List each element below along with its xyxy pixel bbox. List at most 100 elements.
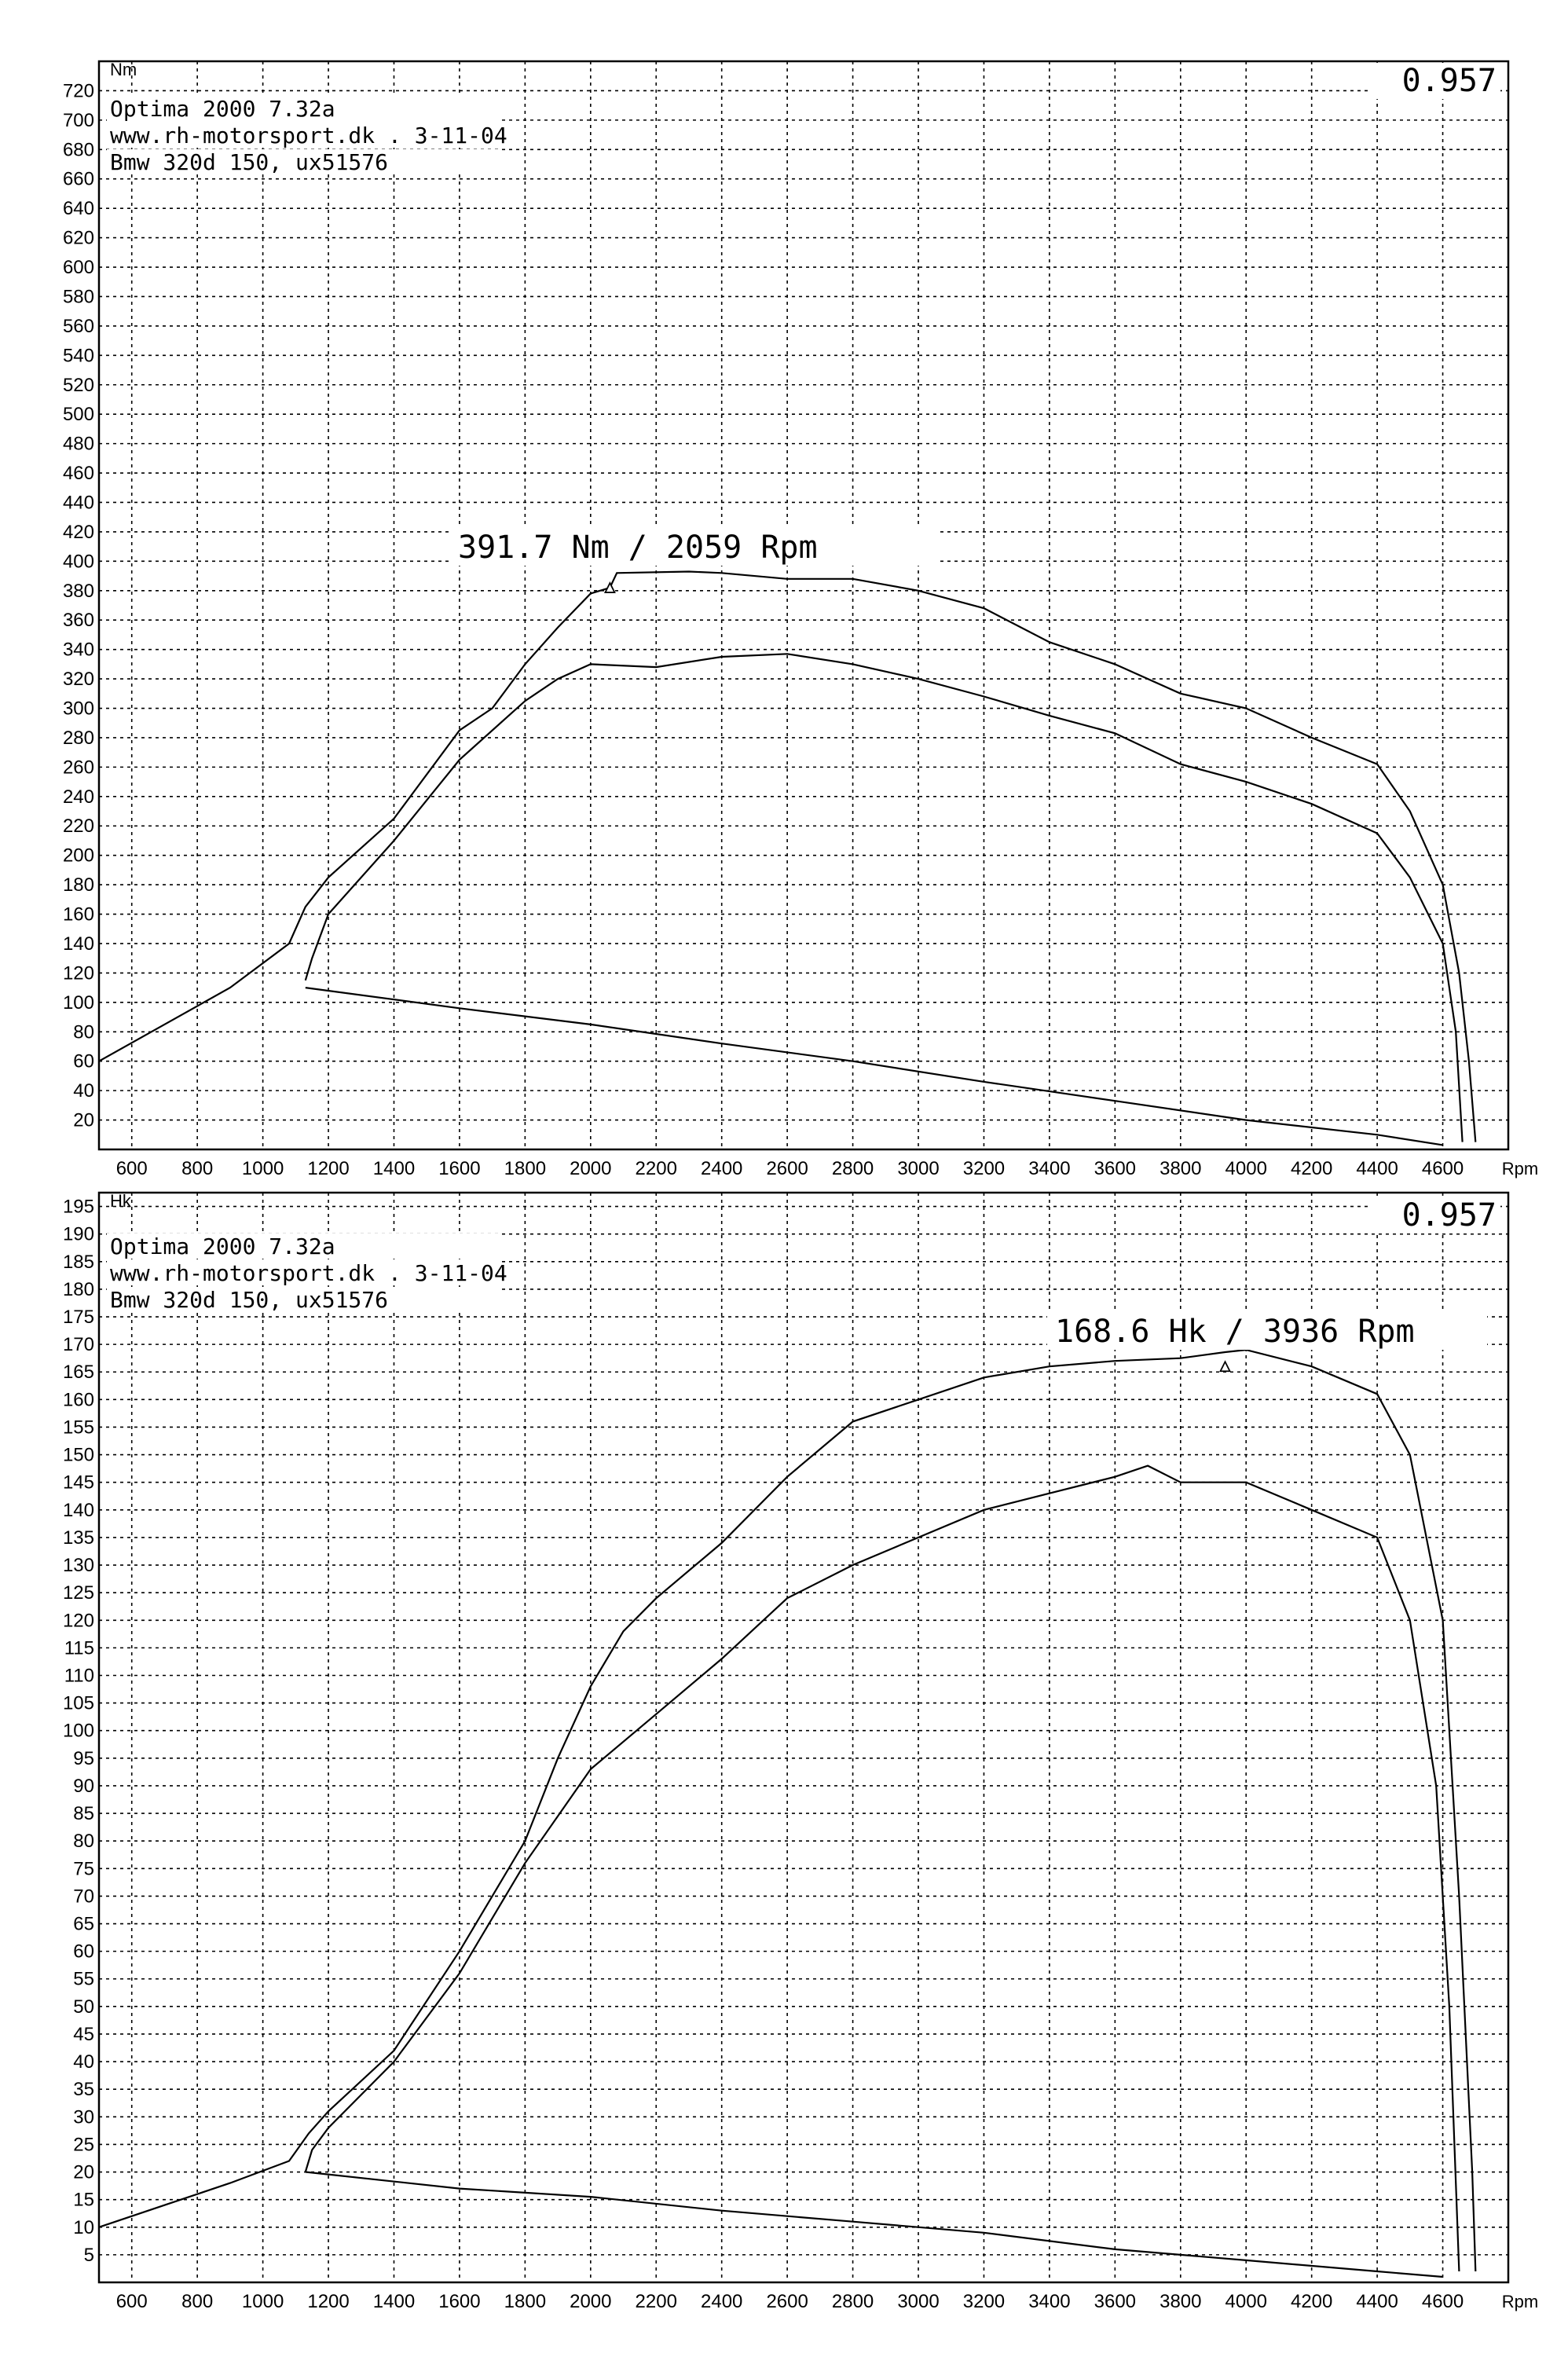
- peak-label-background: [1047, 1312, 1487, 1350]
- x-tick-label: 2000: [570, 2291, 611, 2312]
- y-tick-label: 640: [63, 198, 94, 219]
- y-tick-label: 200: [63, 845, 94, 867]
- info-line: Optima 2000 7.32a: [110, 96, 335, 122]
- x-tick-label: 600: [116, 2291, 148, 2312]
- y-tick-label: 460: [63, 463, 94, 484]
- y-tick-label: 180: [63, 874, 94, 896]
- x-tick-label: 4600: [1422, 2291, 1464, 2312]
- y-tick-label: 55: [73, 1969, 94, 1990]
- grid: [99, 1193, 1508, 2282]
- x-tick-label: 3800: [1160, 2291, 1201, 2312]
- x-tick-label: 2400: [701, 1158, 742, 1179]
- series-line-1: [98, 1348, 1477, 2272]
- series-line-3: [305, 987, 1443, 1146]
- info-line: www.rh-motorsport.dk . 3-11-04: [110, 1260, 507, 1286]
- y-tick-label: 20: [73, 2162, 94, 2183]
- x-tick-label: 2600: [766, 2291, 808, 2312]
- y-tick-label: 280: [63, 728, 94, 749]
- x-tick-label: 4600: [1422, 1158, 1464, 1179]
- info-line: Optima 2000 7.32a: [110, 1233, 335, 1259]
- series-line-3: [305, 2171, 1443, 2278]
- y-tick-label: 60: [73, 1051, 94, 1072]
- y-tick-label: 440: [63, 492, 94, 513]
- y-tick-label: 105: [63, 1693, 94, 1714]
- y-tick-label: 145: [63, 1472, 94, 1494]
- y-tick-label: 35: [73, 2079, 94, 2100]
- y-tick-label: 680: [63, 139, 94, 160]
- info-background: [107, 123, 500, 148]
- x-tick-label: 4200: [1291, 1158, 1332, 1179]
- y-tick-label: 600: [63, 257, 94, 278]
- y-tick-label: 240: [63, 786, 94, 808]
- y-tick-label: 40: [73, 2051, 94, 2073]
- y-tick-label: 400: [63, 551, 94, 572]
- y-tick-label: 175: [63, 1307, 94, 1328]
- y-tick-label: 85: [73, 1803, 94, 1824]
- y-tick-label: 340: [63, 640, 94, 661]
- y-tick-label: 20: [73, 1110, 94, 1131]
- peak-marker: [603, 581, 616, 593]
- x-tick-label: 3000: [897, 2291, 939, 2312]
- x-tick-label: 1000: [242, 1158, 284, 1179]
- y-tick-label: 220: [63, 816, 94, 837]
- y-tick-label: 110: [64, 1665, 94, 1686]
- y-tick-label: 95: [73, 1748, 94, 1769]
- y-tick-label: 360: [63, 610, 94, 631]
- y-tick-label: 140: [63, 1500, 94, 1521]
- x-tick-label: 800: [181, 1158, 213, 1179]
- info-background: [107, 1233, 500, 1259]
- x-tick-label: 4000: [1225, 2291, 1267, 2312]
- x-tick-label: 3000: [897, 1158, 939, 1179]
- series-line-2: [304, 653, 1464, 1142]
- y-tick-label: 100: [63, 992, 94, 1014]
- x-tick-label: 3400: [1028, 1158, 1070, 1179]
- peak-label: 391.7 Nm / 2059 Rpm: [458, 530, 818, 566]
- x-tick-label: 1400: [373, 2291, 415, 2312]
- y-tick-label: 260: [63, 757, 94, 778]
- y-tick-label: 420: [63, 522, 94, 543]
- y-tick-label: 45: [73, 2024, 94, 2045]
- y-tick-label: 75: [73, 1858, 94, 1879]
- peak-label-background: [450, 528, 937, 566]
- y-tick-label: 50: [73, 1996, 94, 2018]
- y-unit-label: Hk: [110, 1191, 132, 1211]
- y-tick-label: 30: [73, 2106, 94, 2128]
- y-tick-label: 100: [63, 1721, 94, 1742]
- info-background: [107, 149, 500, 174]
- y-tick-label: 320: [63, 669, 94, 690]
- y-tick-label: 195: [63, 1197, 94, 1218]
- x-unit-label: Rpm: [1502, 2292, 1538, 2311]
- y-tick-label: 80: [73, 1021, 94, 1043]
- x-unit-label: Rpm: [1502, 1159, 1538, 1178]
- x-tick-label: 1400: [373, 1158, 415, 1179]
- peak-marker: [1219, 1360, 1231, 1373]
- x-tick-label: 1200: [307, 2291, 349, 2312]
- y-tick-label: 10: [73, 2217, 94, 2238]
- y-tick-label: 120: [63, 962, 94, 984]
- y-tick-label: 580: [63, 286, 94, 307]
- plot-frame: [97, 1191, 1510, 2284]
- y-tick-label: 380: [63, 581, 94, 602]
- y-tick-label: 130: [63, 1555, 94, 1576]
- y-tick-label: 5: [84, 2245, 94, 2266]
- y-tick-label: 160: [63, 904, 94, 926]
- x-tick-label: 3600: [1094, 2291, 1136, 2312]
- x-tick-label: 1800: [504, 1158, 546, 1179]
- y-tick-label: 620: [63, 228, 94, 249]
- correction-factor: 0.957: [1402, 63, 1497, 99]
- y-tick-label: 560: [63, 316, 94, 337]
- info-line: www.rh-motorsport.dk . 3-11-04: [110, 123, 507, 148]
- y-tick-label: 165: [63, 1362, 94, 1383]
- info-background: [107, 1260, 500, 1285]
- x-tick-label: 3600: [1094, 1158, 1136, 1179]
- y-tick-label: 720: [63, 80, 94, 101]
- y-tick-label: 140: [63, 933, 94, 955]
- x-tick-label: 3800: [1160, 1158, 1201, 1179]
- x-tick-label: 1600: [438, 2291, 480, 2312]
- correction-background: [1371, 63, 1500, 99]
- series-line-2: [304, 1464, 1460, 2272]
- x-tick-label: 2600: [766, 1158, 808, 1179]
- peak-label: 168.6 Hk / 3936 Rpm: [1055, 1314, 1415, 1350]
- info-line: Bmw 320d 150, ux51576: [110, 149, 388, 175]
